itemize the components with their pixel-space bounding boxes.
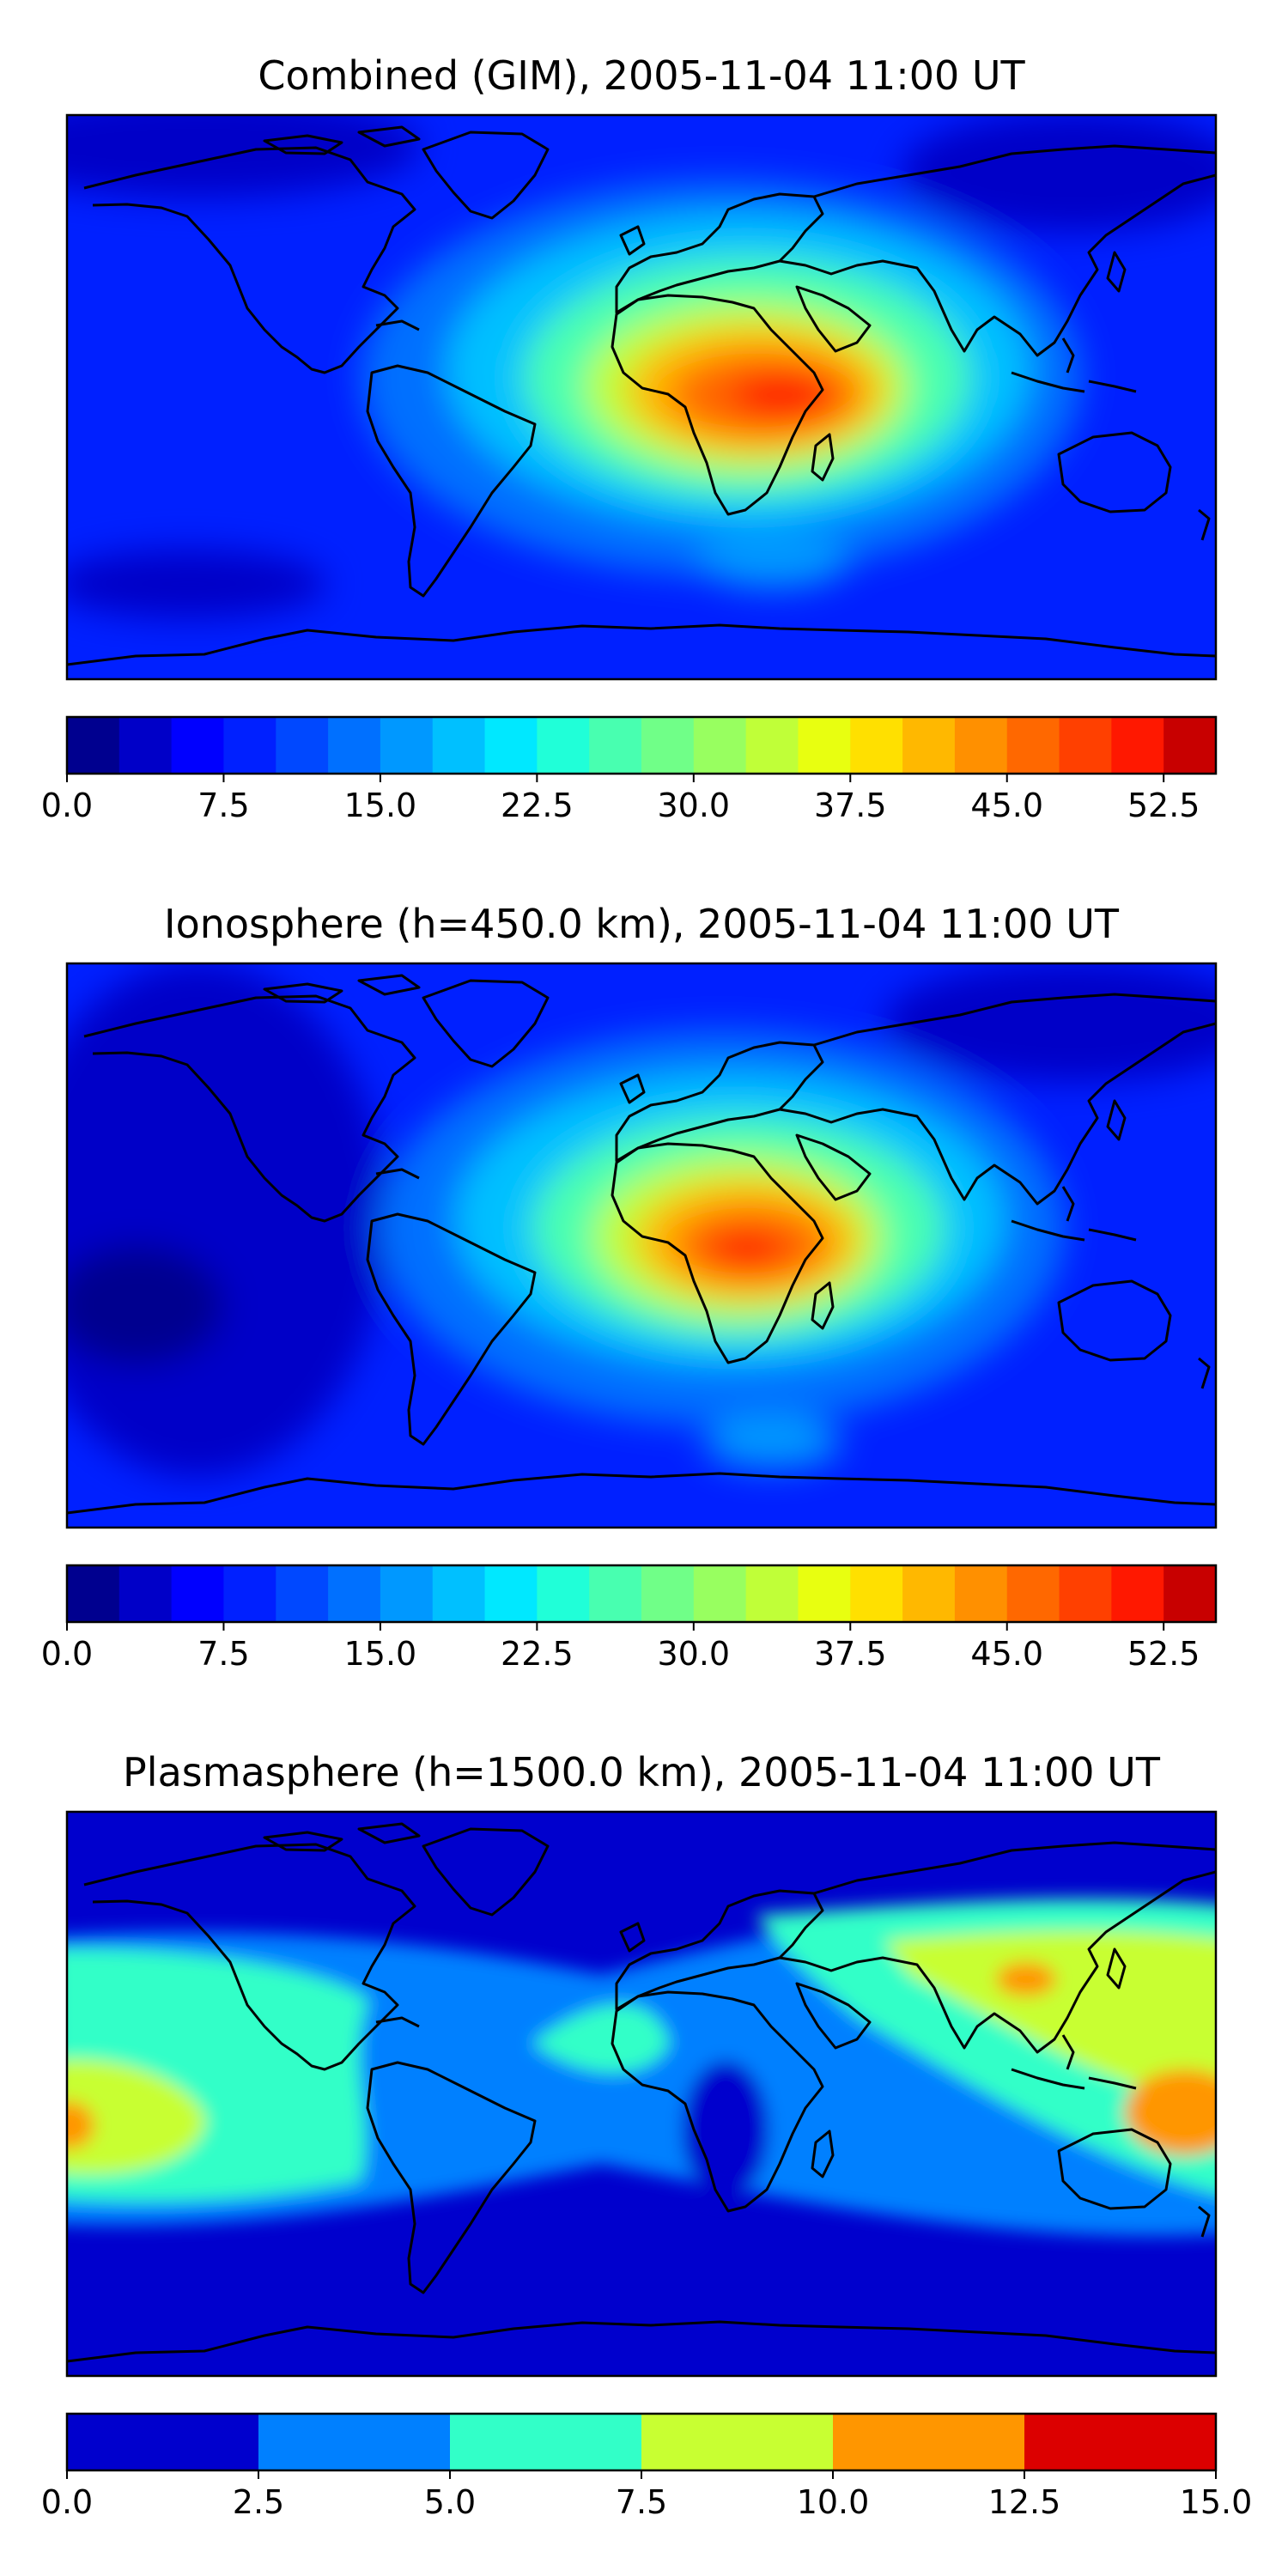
colorbar-segment [432, 1565, 486, 1622]
colorbar-tick-label: 22.5 [501, 787, 574, 824]
colorbar-tick-label: 10.0 [797, 2483, 870, 2521]
colorbar-segment [1111, 717, 1164, 774]
colorbar-segment [641, 2414, 834, 2470]
colorbar-segment [850, 1565, 903, 1622]
panel3-map [67, 1812, 1216, 2376]
colorbar-tick-label: 52.5 [1127, 787, 1200, 824]
colorbar-tick-label: 5.0 [424, 2483, 476, 2521]
colorbar-segment [1006, 717, 1060, 774]
panel2-title: Ionosphere (h=450.0 km), 2005-11-04 11:0… [164, 901, 1120, 947]
colorbar-segment [954, 717, 1008, 774]
panel1-title: Combined (GIM), 2005-11-04 11:00 UT [258, 52, 1025, 99]
colorbar-segment [1059, 717, 1112, 774]
panel3-field [67, 1899, 1216, 2236]
colorbar-segment [171, 1565, 225, 1622]
colorbar-segment [67, 2414, 259, 2470]
colorbar-segment [589, 1565, 642, 1622]
colorbar-tick-label: 7.5 [197, 1635, 249, 1673]
colorbar-segment [1163, 717, 1217, 774]
colorbar-segment [641, 1565, 695, 1622]
colorbar-segment [484, 1565, 538, 1622]
colorbar-segment [67, 1565, 120, 1622]
colorbar-tick-label: 45.0 [970, 787, 1043, 824]
colorbar-segment [328, 717, 381, 774]
colorbar-tick-label: 37.5 [814, 787, 887, 824]
colorbar-tick-label: 15.0 [344, 1635, 417, 1673]
colorbar-segment [1059, 1565, 1112, 1622]
colorbar-segment [693, 1565, 747, 1622]
colorbar-segment [380, 717, 434, 774]
panel1-colorbar-ticks: 0.0 7.5 15.0 22.5 30.0 37.5 45.0 52.5 [41, 774, 1200, 824]
colorbar-segment [902, 717, 956, 774]
colorbar-segment [380, 1565, 434, 1622]
colorbar-tick-label: 7.5 [616, 2483, 667, 2521]
colorbar-segment [902, 1565, 956, 1622]
panel3-title: Plasmasphere (h=1500.0 km), 2005-11-04 1… [123, 1749, 1161, 1795]
panel3-colorbar-ticks: 0.0 2.5 5.0 7.5 10.0 12.5 15.0 [41, 2470, 1253, 2521]
colorbar-tick-label: 7.5 [197, 787, 249, 824]
panel3-colorbar [67, 2414, 1217, 2470]
colorbar-segment [537, 1565, 590, 1622]
colorbar-segment [276, 717, 329, 774]
panel1-colorbar [67, 717, 1217, 774]
panel2-map [67, 963, 1216, 1528]
colorbar-tick-label: 52.5 [1127, 1635, 1200, 1673]
colorbar-segment [833, 2414, 1025, 2470]
colorbar-segment [850, 717, 903, 774]
colorbar-segment [798, 1565, 851, 1622]
panel1-frame [65, 113, 1218, 681]
colorbar-tick-label: 37.5 [814, 1635, 887, 1673]
colorbar-segment [223, 1565, 276, 1622]
colorbar-segment [1024, 2414, 1217, 2470]
colorbar-tick-label: 45.0 [970, 1635, 1043, 1673]
panel-plasmasphere: Plasmasphere (h=1500.0 km), 2005-11-04 1… [41, 1749, 1253, 2521]
colorbar-segment [328, 1565, 381, 1622]
panel1-colorbar-frame [65, 715, 1218, 775]
colorbar-tick-label: 2.5 [233, 2483, 284, 2521]
colorbar-tick-label: 22.5 [501, 1635, 574, 1673]
panel2-colorbar [67, 1565, 1217, 1622]
colorbar-tick-label: 0.0 [41, 2483, 93, 2521]
colorbar-segment [118, 717, 173, 774]
panel-combined: Combined (GIM), 2005-11-04 11:00 UT 0.0 7… [41, 52, 1218, 824]
panel2-frame [65, 962, 1218, 1529]
colorbar-segment [1163, 1565, 1217, 1622]
colorbar-segment [118, 1565, 173, 1622]
colorbar-segment [171, 717, 225, 774]
colorbar-tick-label: 30.0 [658, 1635, 731, 1673]
colorbar-segment [798, 717, 851, 774]
colorbar-segment [693, 717, 747, 774]
colorbar-segment [537, 717, 590, 774]
panel2-colorbar-ticks: 0.0 7.5 15.0 22.5 30.0 37.5 45.0 52.5 [41, 1622, 1200, 1673]
colorbar-tick-label: 30.0 [658, 787, 731, 824]
colorbar-segment [276, 1565, 329, 1622]
colorbar-segment [484, 717, 538, 774]
colorbar-segment [589, 717, 642, 774]
colorbar-segment [954, 1565, 1008, 1622]
colorbar-tick-label: 0.0 [41, 787, 93, 824]
panel2-field [67, 963, 1216, 1477]
colorbar-segment [450, 2414, 642, 2470]
colorbar-segment [641, 717, 695, 774]
colorbar-segment [745, 717, 799, 774]
colorbar-segment [223, 717, 276, 774]
panel-ionosphere: Ionosphere (h=450.0 km), 2005-11-04 11:0… [41, 901, 1218, 1673]
colorbar-segment [67, 717, 120, 774]
colorbar-segment [432, 717, 486, 774]
panel3-frame [65, 1810, 1218, 2378]
colorbar-tick-label: 0.0 [41, 1635, 93, 1673]
colorbar-segment [1006, 1565, 1060, 1622]
colorbar-tick-label: 15.0 [344, 787, 417, 824]
colorbar-segment [745, 1565, 799, 1622]
panel1-map [67, 115, 1216, 679]
colorbar-tick-label: 15.0 [1180, 2483, 1253, 2521]
colorbar-segment [258, 2414, 451, 2470]
colorbar-segment [1111, 1565, 1164, 1622]
colorbar-tick-label: 12.5 [988, 2483, 1061, 2521]
panel2-colorbar-frame [65, 1564, 1218, 1624]
